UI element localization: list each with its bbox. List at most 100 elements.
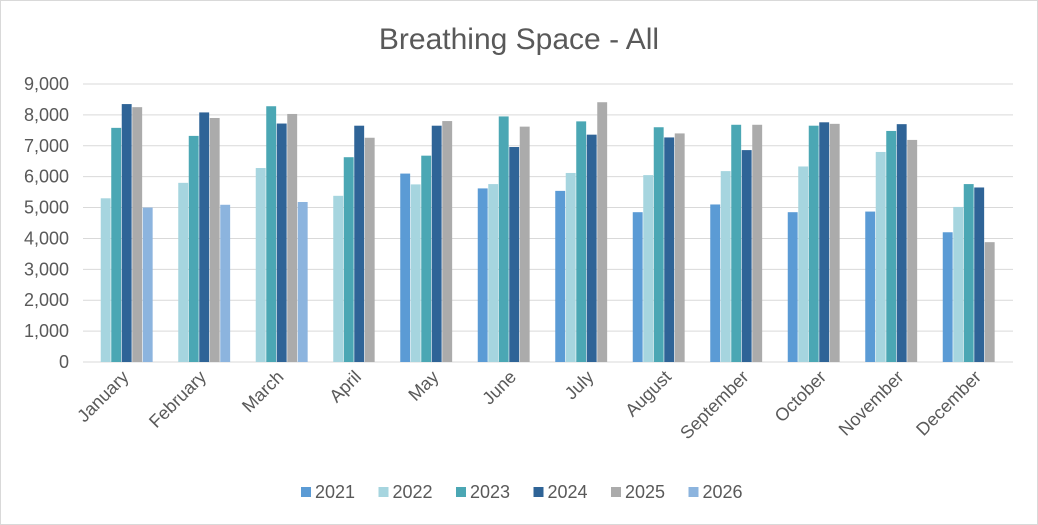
bar-2022-august: [643, 175, 654, 362]
y-tick-label: 5,000: [24, 198, 69, 218]
bar-2024-october: [819, 122, 830, 363]
legend-label: 2025: [625, 482, 665, 502]
x-tick-label: May: [404, 367, 442, 405]
legend-swatch-2022: [378, 487, 389, 497]
bar-2023-december: [963, 184, 974, 362]
bar-2023-may: [421, 155, 432, 362]
bar-2025-february: [209, 117, 220, 362]
y-tick-label: 0: [59, 352, 69, 372]
bar-2025-september: [752, 124, 763, 362]
legend-swatch-2025: [611, 487, 621, 497]
bar-2024-july: [586, 134, 597, 362]
legend-label: 2024: [548, 482, 588, 502]
bar-2025-july: [597, 102, 608, 363]
x-tick-label: April: [325, 367, 365, 407]
y-tick-label: 2,000: [24, 290, 69, 310]
y-tick-label: 8,000: [24, 105, 69, 125]
bar-2023-february: [188, 135, 199, 362]
bar-2025-april: [364, 137, 375, 362]
bar-2023-june: [498, 116, 509, 362]
bar-2021-july: [555, 190, 566, 362]
y-tick-label: 4,000: [24, 228, 69, 248]
x-tick-label: November: [835, 367, 908, 440]
y-tick-label: 3,000: [24, 259, 69, 279]
x-tick-label: December: [912, 367, 985, 440]
bars: [100, 102, 995, 363]
legend: 2021 2022 2023 2024 2025 2026: [301, 482, 743, 502]
bar-2022-december: [953, 206, 964, 362]
bar-2022-june: [488, 184, 499, 362]
bar-2025-october: [829, 123, 840, 362]
gridlines: [83, 83, 1013, 363]
bar-2025-may: [442, 121, 453, 362]
bar-2023-october: [808, 125, 819, 362]
y-axis-ticks: 0 1,000 2,000 3,000 4,000 5,000 6,000 7,000 8,00…: [24, 74, 69, 372]
bar-2024-august: [664, 137, 675, 362]
legend-label: 2026: [703, 482, 743, 502]
y-tick-label: 9,000: [24, 74, 69, 94]
bar-2022-november: [875, 151, 886, 362]
bar-2025-january: [132, 107, 143, 363]
bar-2024-february: [199, 112, 210, 362]
bar-2022-october: [798, 166, 809, 362]
bar-2024-june: [509, 147, 520, 362]
x-tick-label: March: [238, 367, 288, 417]
bar-2023-january: [111, 127, 122, 363]
bar-2026-february: [220, 204, 231, 362]
bar-2021-august: [632, 212, 643, 362]
bar-2026-march: [297, 201, 308, 362]
bar-2024-may: [431, 125, 442, 362]
bar-2023-july: [576, 121, 587, 363]
bar-2021-october: [787, 212, 798, 362]
bar-2024-september: [741, 150, 752, 362]
bar-2024-april: [354, 125, 365, 362]
bar-2024-january: [121, 104, 132, 363]
x-tick-label: June: [478, 367, 520, 409]
legend-swatch-2023: [456, 487, 466, 497]
bar-2022-april: [333, 195, 344, 362]
bar-2026-january: [142, 207, 153, 362]
bar-2021-may: [400, 173, 411, 362]
bar-2021-november: [865, 211, 876, 362]
x-tick-label: October: [771, 367, 830, 426]
x-tick-label: August: [621, 367, 675, 421]
bar-2021-june: [477, 188, 488, 362]
x-tick-label: January: [73, 367, 132, 426]
bar-2022-february: [178, 182, 189, 362]
bar-2022-january: [100, 198, 111, 362]
bar-2023-august: [653, 127, 664, 362]
y-tick-label: 6,000: [24, 167, 69, 187]
bar-2025-august: [674, 133, 685, 362]
legend-label: 2022: [393, 482, 433, 502]
x-axis-ticks: January February March April May June July Augu…: [73, 367, 985, 443]
legend-swatch-2024: [533, 487, 544, 497]
x-tick-label: July: [561, 367, 598, 404]
bar-2025-march: [287, 113, 298, 362]
chart-title: Breathing Space - All: [379, 23, 659, 56]
y-tick-label: 1,000: [24, 321, 69, 341]
bar-2025-december: [984, 242, 995, 362]
bar-2024-march: [276, 123, 287, 362]
x-tick-label: September: [676, 367, 752, 443]
bar-2021-december: [942, 232, 953, 362]
bar-2023-november: [886, 130, 897, 362]
legend-swatch-2021: [301, 487, 311, 497]
bar-2025-november: [907, 139, 918, 362]
legend-label: 2023: [470, 482, 510, 502]
y-tick-label: 7,000: [24, 136, 69, 156]
bar-2022-may: [410, 184, 421, 362]
bar-2025-june: [519, 126, 530, 362]
legend-label: 2021: [315, 482, 355, 502]
bar-2021-september: [710, 204, 721, 362]
bar-2023-april: [343, 157, 354, 362]
x-tick-label: February: [145, 367, 210, 432]
bar-2022-july: [565, 172, 576, 362]
bar-2024-november: [896, 124, 907, 363]
bar-2023-march: [266, 106, 277, 363]
bar-2024-december: [974, 187, 985, 362]
bar-2022-march: [255, 168, 266, 362]
legend-swatch-2026: [688, 487, 699, 497]
bar-2023-september: [731, 124, 742, 362]
